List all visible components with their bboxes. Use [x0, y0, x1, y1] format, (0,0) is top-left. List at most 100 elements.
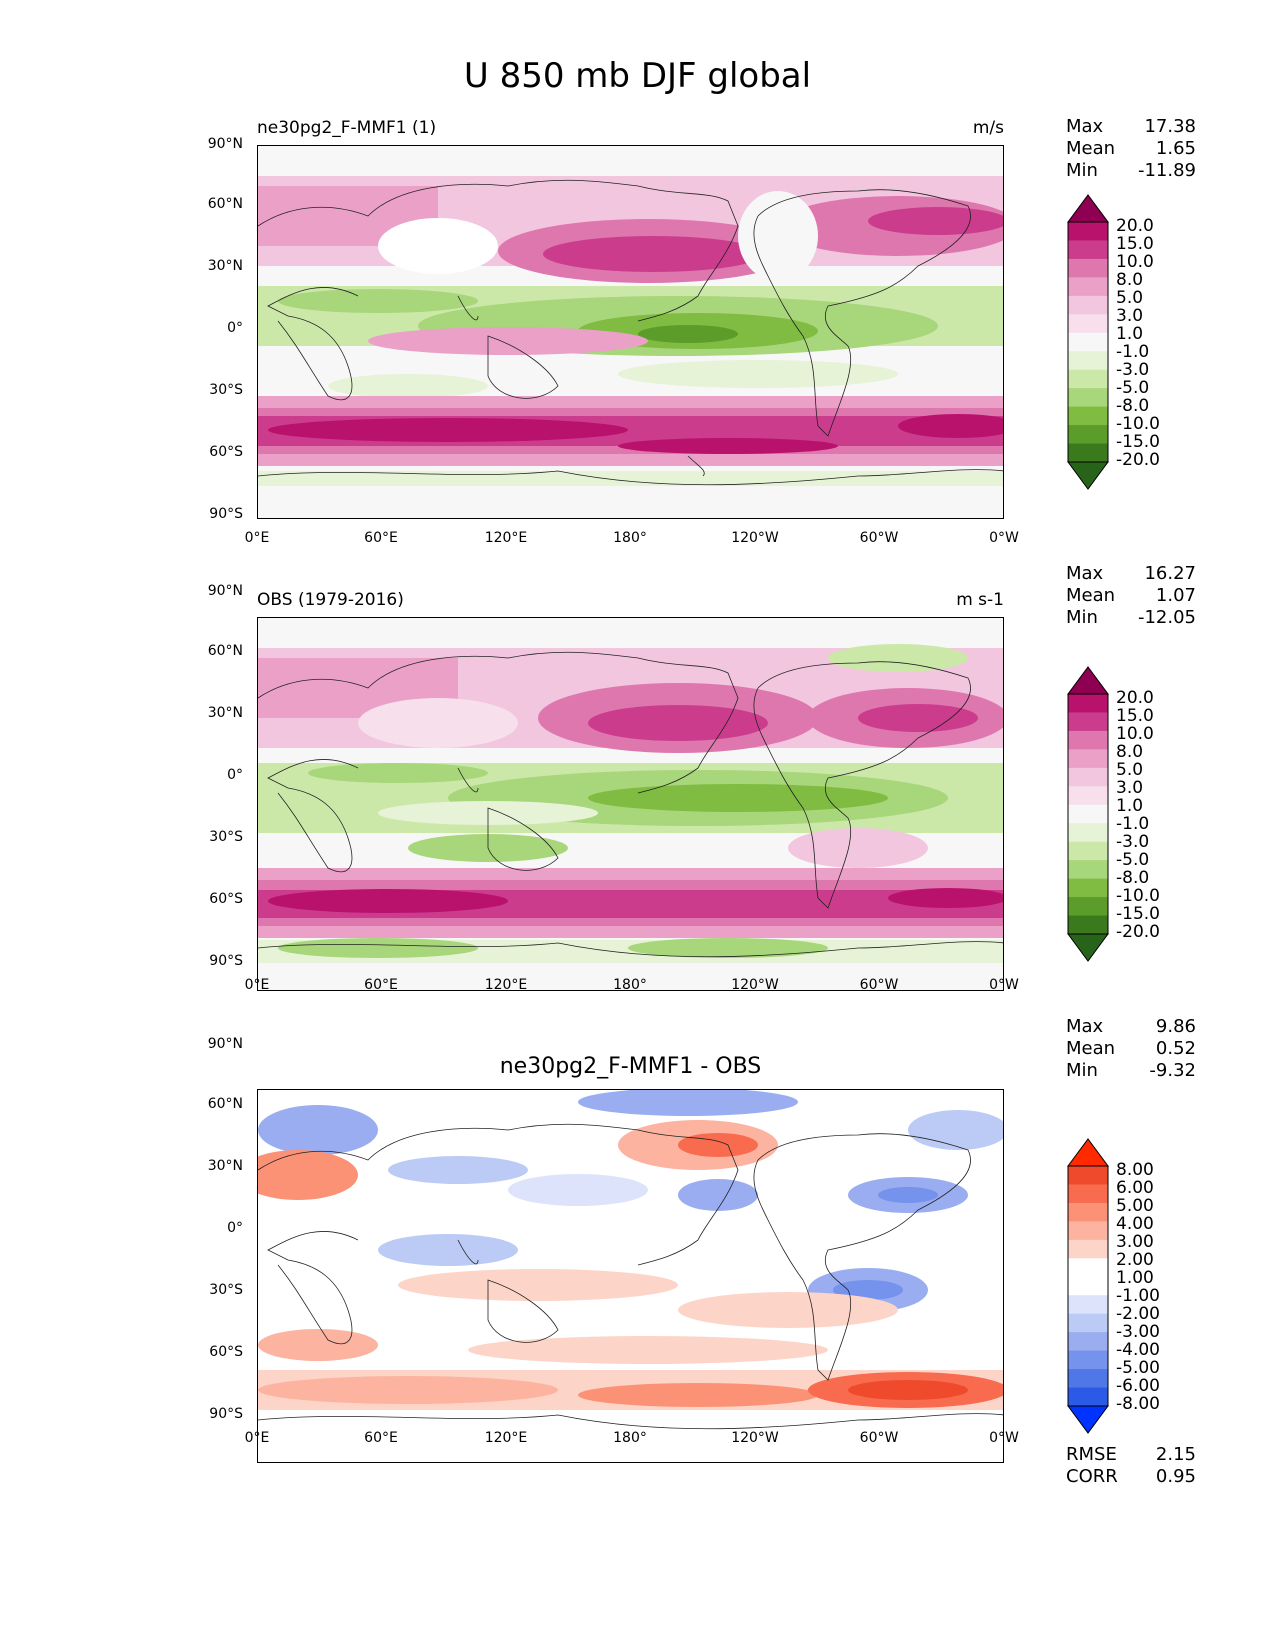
colorbar-segment	[1068, 694, 1108, 713]
lat-label: 60°S	[209, 891, 243, 907]
colorbar	[1067, 194, 1109, 490]
stat-min-label: Min	[1066, 1060, 1098, 1081]
colorbar-extend-max	[1067, 666, 1109, 695]
figure-title: U 850 mb DJF global	[463, 56, 812, 96]
colorbar-segment	[1068, 1276, 1108, 1296]
lon-label: 120°W	[731, 977, 779, 993]
panel-difference: ne30pg2_F-MMF1 - OBS	[0, 1016, 1275, 1507]
colorbar-tick-label: 1.00	[1116, 1268, 1154, 1288]
colorbar-segment	[1068, 277, 1108, 297]
rmse-label: RMSE	[1066, 1444, 1117, 1465]
colorbar-tick-label: 2.00	[1116, 1250, 1154, 1270]
colorbar-extend-min	[1067, 1405, 1109, 1434]
colorbar-segment	[1068, 258, 1108, 278]
colorbar-segment	[1068, 730, 1108, 750]
stat-mean-label: Mean	[1066, 585, 1116, 606]
colorbar	[1067, 1138, 1109, 1434]
lat-label: 90°S	[209, 953, 243, 969]
colorbar-segment	[1068, 1258, 1108, 1278]
colorbar-segment	[1068, 443, 1108, 463]
colorbar-labels: 20.0 15.0 10.0 8.0 5.0 3.0 1.0 -1.0 -3.0 -5.0 -8.0…	[1116, 689, 1160, 941]
colorbar-extend-min	[1067, 461, 1109, 490]
colorbar-segment	[1068, 351, 1108, 371]
colorbar-tick-label: -1.00	[1116, 1286, 1160, 1306]
stat-max-label: Max	[1066, 1016, 1104, 1037]
lon-label: 180°	[613, 977, 647, 993]
colorbar-tick-label: -20.0	[1116, 922, 1160, 942]
colorbar-tick-label: 20.0	[1116, 216, 1154, 236]
corr-value: 0.95	[1155, 1466, 1196, 1487]
colorbar-frame	[1067, 221, 1109, 463]
map-difference	[257, 1089, 1004, 1463]
colorbar-segment	[1068, 1202, 1108, 1222]
colorbar-extend-max	[1067, 1138, 1109, 1167]
colorbar-labels: 20.0 15.0 10.0 8.0 5.0 3.0 1.0 -1.0 -3.0 -5.0 -8.0…	[1116, 217, 1160, 469]
lon-label: 120°E	[484, 1430, 528, 1446]
colorbar-tick-label: -20.0	[1116, 450, 1160, 470]
lat-label: 30°S	[209, 1282, 243, 1298]
lat-label: 90°N	[207, 136, 243, 152]
colorbar-segment	[1068, 860, 1108, 880]
colorbar-segment	[1068, 406, 1108, 426]
colorbar-segment	[1068, 1369, 1108, 1389]
lat-label: 60°N	[207, 1096, 243, 1112]
corr-label: CORR	[1066, 1466, 1118, 1487]
colorbar-tick-label: -5.00	[1116, 1358, 1160, 1378]
colorbar-tick-label: 3.0	[1116, 778, 1144, 798]
colorbar-tick-label: -10.0	[1116, 886, 1160, 906]
colorbar-tick-label: 1.0	[1116, 796, 1144, 816]
colorbar-tick-label: -8.0	[1116, 868, 1150, 888]
colorbar-segment	[1068, 369, 1108, 389]
colorbar-tick-label: 5.0	[1116, 760, 1144, 780]
colorbar-tick-label: 10.0	[1116, 252, 1154, 272]
panel-model: ne30pg2_F-MMF1 (1) m/s	[0, 116, 1275, 563]
colorbar-segment	[1068, 767, 1108, 787]
lat-label: 90°N	[207, 1036, 243, 1052]
stat-min: -11.89	[1137, 160, 1196, 181]
colorbar-tick-label: -6.00	[1116, 1376, 1160, 1396]
colorbar-segment	[1068, 915, 1108, 935]
lat-label: 30°S	[209, 382, 243, 398]
lon-label: 0°E	[244, 1430, 270, 1446]
lat-label: 0°	[227, 1220, 243, 1236]
stat-max-label: Max	[1066, 116, 1104, 137]
colorbar-segment	[1068, 240, 1108, 260]
stats-box: Max 9.86 Mean 0.52 Min -9.32	[1066, 1016, 1196, 1082]
panel-units: m s-1	[956, 590, 1004, 610]
stats-box: Max 17.38 Mean 1.65 Min -11.89	[1066, 116, 1196, 182]
stat-mean: 1.65	[1155, 138, 1196, 159]
colorbar-tick-label: -5.0	[1116, 378, 1150, 398]
colorbar-tick-label: 8.0	[1116, 742, 1144, 762]
colorbar-tick-label: 10.0	[1116, 724, 1154, 744]
stat-mean: 1.07	[1155, 585, 1196, 606]
colorbar-segment	[1068, 712, 1108, 732]
stat-min-label: Min	[1066, 607, 1098, 628]
colorbar-tick-label: -8.00	[1116, 1394, 1160, 1414]
stat-mean: 0.52	[1155, 1038, 1196, 1059]
colorbar-segment	[1068, 332, 1108, 352]
lon-label: 0°W	[989, 530, 1019, 546]
rmse-value: 2.15	[1155, 1444, 1196, 1465]
lon-label: 60°E	[364, 1430, 398, 1446]
colorbar-segment	[1068, 388, 1108, 408]
lat-label: 30°N	[207, 258, 243, 274]
colorbar-tick-label: 8.00	[1116, 1160, 1154, 1180]
colorbar-segment	[1068, 425, 1108, 445]
colorbar-frame	[1067, 693, 1109, 935]
colorbar-tick-label: 15.0	[1116, 234, 1154, 254]
stat-min: -9.32	[1149, 1060, 1196, 1081]
colorbar-tick-label: 20.0	[1116, 688, 1154, 708]
lon-label: 180°	[613, 1430, 647, 1446]
lon-label: 60°W	[859, 530, 899, 546]
panel-title: OBS (1979-2016)	[257, 590, 404, 610]
lat-label: 60°N	[207, 643, 243, 659]
stat-min-label: Min	[1066, 160, 1098, 181]
stat-min: -12.05	[1137, 607, 1196, 628]
lat-label: 90°S	[209, 1406, 243, 1422]
colorbar-tick-label: -10.0	[1116, 414, 1160, 434]
stat-mean-label: Mean	[1066, 138, 1116, 159]
colorbar	[1067, 666, 1109, 962]
colorbar-segment	[1068, 1166, 1108, 1185]
colorbar-segment	[1068, 878, 1108, 898]
lon-label: 0°W	[989, 977, 1019, 993]
